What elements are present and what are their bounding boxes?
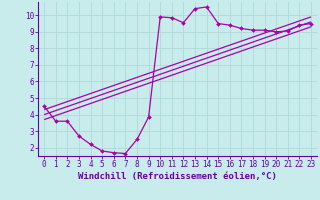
- X-axis label: Windchill (Refroidissement éolien,°C): Windchill (Refroidissement éolien,°C): [78, 172, 277, 181]
